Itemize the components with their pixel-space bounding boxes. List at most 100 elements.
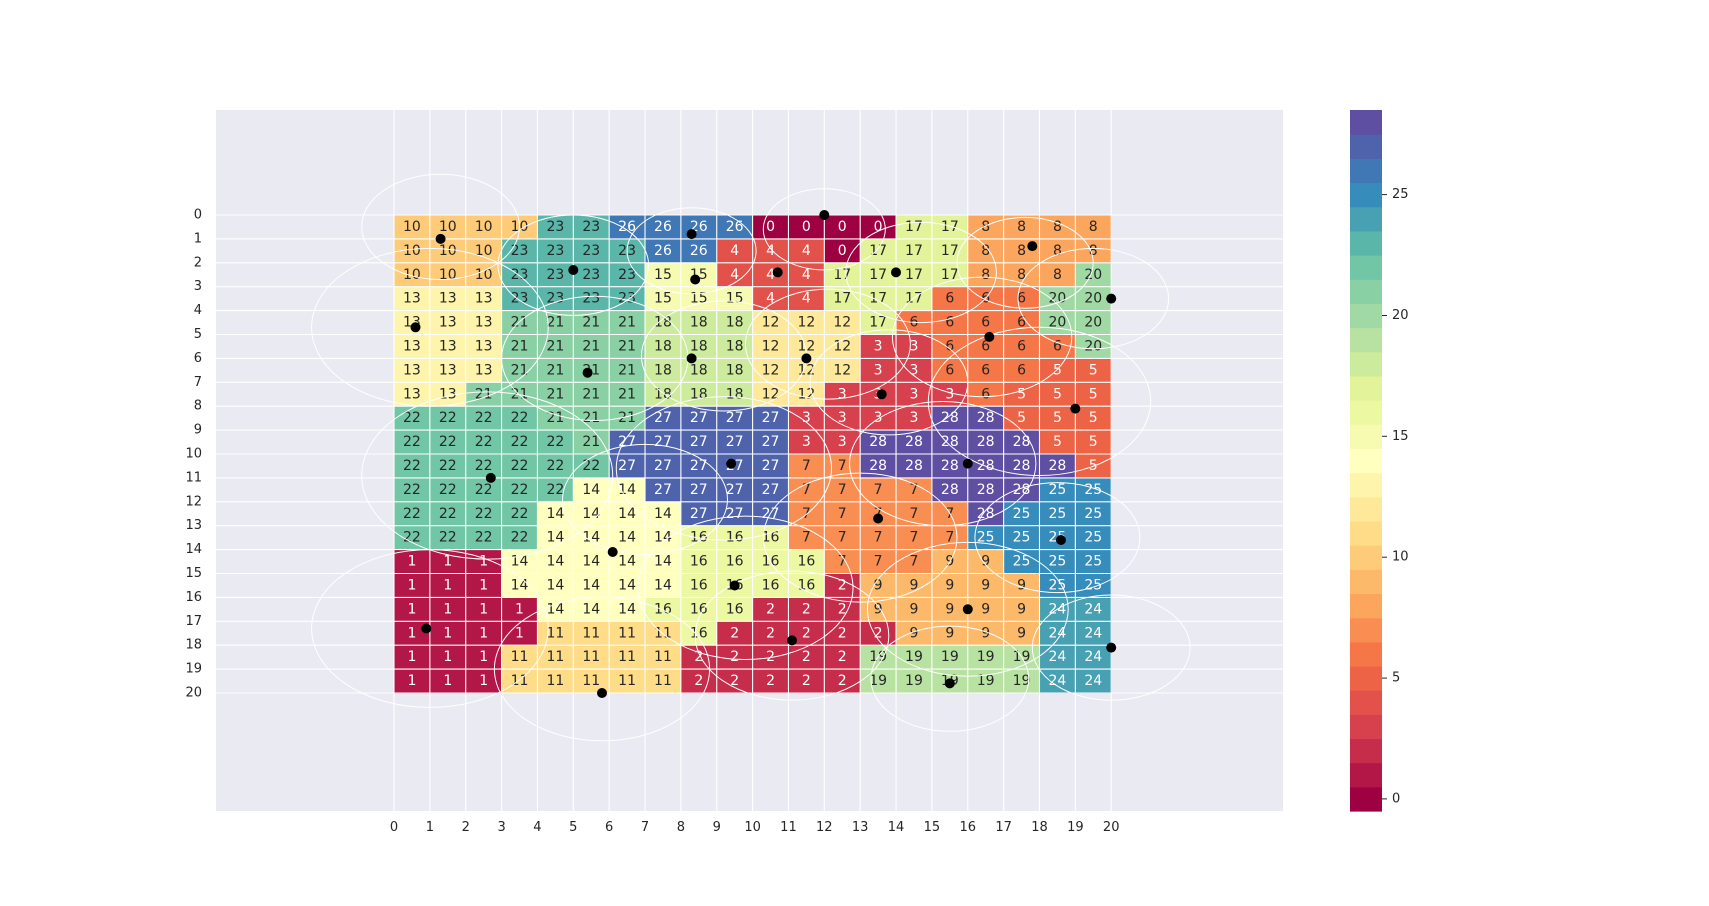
heatmap-cell <box>645 645 682 670</box>
cell-value-label: 7 <box>874 482 883 498</box>
heatmap-cell <box>824 406 861 431</box>
cell-value-label: 27 <box>762 458 780 474</box>
colorbar-segment <box>1350 400 1382 425</box>
x-tick-label: 9 <box>713 820 721 835</box>
heatmap-cell <box>1003 358 1041 383</box>
cell-value-label: 12 <box>762 338 780 354</box>
cell-value-label: 28 <box>1048 458 1066 474</box>
heatmap-cell <box>860 334 897 359</box>
heatmap-cell <box>1075 382 1112 407</box>
heatmap-cell <box>824 310 861 336</box>
cell-value-label: 9 <box>981 601 990 617</box>
y-tick-label: 4 <box>194 303 202 318</box>
heatmap-cell <box>931 645 969 670</box>
heatmap-cell <box>716 238 754 264</box>
heatmap-cell <box>573 382 610 407</box>
colorbar-segment <box>1350 230 1382 256</box>
cell-value-label: 14 <box>654 506 672 522</box>
heatmap-cell <box>824 358 861 383</box>
cell-value-label: 1 <box>443 577 452 593</box>
cell-value-label: 22 <box>403 410 421 426</box>
cell-value-label: 3 <box>910 410 919 426</box>
cell-value-label: 5 <box>1017 410 1026 426</box>
cell-value-label: 2 <box>802 649 811 665</box>
heatmap-cell <box>824 286 861 312</box>
heatmap-cell <box>537 621 574 646</box>
cell-value-label: 11 <box>511 649 529 665</box>
cell-value-label: 25 <box>1084 530 1102 546</box>
x-tick-label: 1 <box>426 820 434 835</box>
cell-value-label: 19 <box>905 649 923 665</box>
cell-value-label: 9 <box>1017 577 1026 593</box>
y-tick-label: 2 <box>194 255 202 270</box>
heatmap-cell <box>609 573 646 598</box>
cell-value-label: 17 <box>869 267 887 283</box>
heatmap-cell <box>1075 477 1112 503</box>
heatmap-cell <box>1075 262 1112 288</box>
heatmap-cell <box>573 645 610 670</box>
heatmap-cell <box>788 597 825 622</box>
cell-value-label: 1 <box>443 554 452 570</box>
heatmap-cell <box>609 645 646 670</box>
heatmap-cell <box>429 597 467 622</box>
heatmap-cell <box>716 286 754 312</box>
heatmap-cell <box>931 286 969 312</box>
cell-value-label: 21 <box>618 386 636 402</box>
heatmap-cell <box>1075 549 1112 575</box>
heatmap-cell <box>645 406 682 431</box>
cell-value-label: 8 <box>981 243 990 259</box>
heatmap-cell <box>716 669 754 694</box>
y-tick-label: 9 <box>194 423 202 438</box>
heatmap-cell <box>1075 334 1112 359</box>
cell-value-label: 8 <box>1089 243 1098 259</box>
cell-value-label: 27 <box>690 506 708 522</box>
cell-value-label: 17 <box>941 267 959 283</box>
cell-value-label: 9 <box>981 625 990 641</box>
cell-value-label: 14 <box>582 530 600 546</box>
heatmap-cell <box>896 573 933 598</box>
cell-value-label: 19 <box>869 673 887 689</box>
cell-value-label: 10 <box>475 267 493 283</box>
cell-value-label: 25 <box>1084 506 1102 522</box>
cell-value-label: 7 <box>910 554 919 570</box>
cell-value-label: 6 <box>1053 338 1062 354</box>
cell-value-label: 5 <box>1053 362 1062 378</box>
circle-outline <box>694 570 890 701</box>
cell-value-label: 3 <box>838 386 847 402</box>
cell-value-label: 27 <box>654 458 672 474</box>
cell-value-label: 9 <box>910 601 919 617</box>
cell-value-label: 17 <box>869 315 887 331</box>
cell-value-label: 7 <box>910 530 919 546</box>
cell-value-label: 0 <box>766 219 775 235</box>
cell-value-label: 26 <box>618 219 636 235</box>
cell-value-label: 16 <box>797 554 815 570</box>
cell-value-label: 23 <box>546 291 564 307</box>
cell-value-label: 12 <box>797 386 815 402</box>
x-tick-label: 8 <box>677 820 685 835</box>
cell-value-label: 3 <box>802 434 811 450</box>
heatmap-cell <box>537 358 574 383</box>
cell-value-label: 1 <box>443 673 452 689</box>
scatter-point <box>1106 642 1117 653</box>
circle-outline <box>361 173 521 280</box>
heatmap-cell <box>716 382 754 407</box>
heatmap-cell <box>645 477 682 503</box>
heatmap-cell <box>394 454 431 479</box>
cell-value-label: 11 <box>511 673 529 689</box>
heatmap-cell <box>645 334 682 359</box>
heatmap-cell <box>645 262 682 288</box>
cell-value-label: 12 <box>833 362 851 378</box>
colorbar-segment <box>1350 714 1382 740</box>
heatmap-cell <box>645 382 682 407</box>
y-tick-label: 10 <box>185 447 202 462</box>
cell-value-label: 22 <box>439 506 457 522</box>
scatter-point <box>962 458 973 469</box>
scatter-point <box>582 367 593 378</box>
cell-value-label: 10 <box>403 243 421 259</box>
heatmap-cell <box>465 597 503 622</box>
cell-value-label: 22 <box>439 482 457 498</box>
heatmap-cell <box>1075 310 1112 336</box>
heatmap-cell <box>752 262 790 288</box>
heatmap-cell <box>860 310 897 336</box>
cell-value-label: 7 <box>838 458 847 474</box>
